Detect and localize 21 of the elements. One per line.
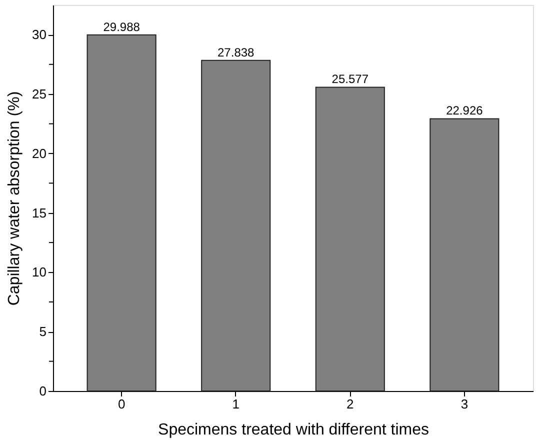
x-tick-label: 3	[460, 396, 468, 412]
y-tick-label: 5	[39, 324, 46, 340]
y-tick-label: 25	[32, 86, 46, 102]
bar	[86, 34, 156, 392]
bar	[315, 86, 385, 392]
y-tick-label: 20	[32, 146, 46, 161]
bar	[201, 60, 271, 392]
y-tick-label: 30	[32, 27, 46, 42]
bar	[430, 118, 500, 392]
data-label: 27.838	[218, 45, 255, 60]
x-tick-label: 2	[346, 396, 354, 412]
x-axis-title: Specimens treated with different times	[158, 422, 429, 438]
y-tick-label: 0	[39, 384, 46, 398]
y-tick-label: 15	[32, 205, 46, 220]
y-tick-label: 10	[32, 264, 46, 280]
data-label: 25.577	[332, 72, 369, 86]
x-tick-label: 1	[232, 396, 240, 412]
x-tick-label: 0	[118, 396, 126, 412]
data-label: 22.926	[446, 104, 484, 118]
y-axis-title: Capillary water absorption (%)	[6, 91, 24, 306]
data-label: 29.988	[103, 20, 140, 34]
